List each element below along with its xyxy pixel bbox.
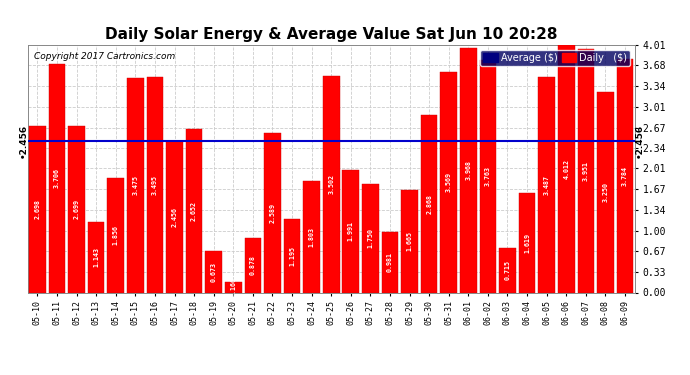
Text: 3.569: 3.569 [446, 172, 452, 192]
Bar [401, 190, 418, 292]
Text: 3.706: 3.706 [54, 168, 60, 188]
Bar [68, 126, 85, 292]
Bar [323, 76, 339, 292]
Bar [127, 78, 144, 292]
Text: 3.495: 3.495 [152, 175, 158, 195]
Bar [362, 184, 379, 292]
Text: •2.456: •2.456 [19, 124, 28, 158]
Bar [578, 49, 594, 292]
Bar [225, 282, 241, 292]
Bar [186, 129, 202, 292]
Text: 2.699: 2.699 [74, 199, 79, 219]
Bar [284, 219, 300, 292]
Bar [244, 238, 262, 292]
Bar [519, 193, 535, 292]
Text: 2.652: 2.652 [191, 201, 197, 220]
Text: 0.715: 0.715 [504, 260, 511, 280]
Text: 0.166: 0.166 [230, 278, 236, 297]
Bar [146, 77, 164, 292]
Text: 2.868: 2.868 [426, 194, 432, 214]
Bar [499, 248, 516, 292]
Text: 3.784: 3.784 [622, 166, 628, 186]
Bar [166, 141, 183, 292]
Bar [538, 77, 555, 292]
Text: 3.763: 3.763 [485, 166, 491, 186]
Bar [382, 232, 398, 292]
Text: 3.951: 3.951 [583, 160, 589, 181]
Text: 4.012: 4.012 [563, 159, 569, 179]
Text: 2.456: 2.456 [172, 207, 177, 227]
Text: 1.619: 1.619 [524, 232, 530, 252]
Text: 0.673: 0.673 [210, 262, 217, 282]
Text: 1.991: 1.991 [348, 221, 354, 241]
Text: Copyright 2017 Cartronics.com: Copyright 2017 Cartronics.com [34, 53, 175, 62]
Text: 1.665: 1.665 [406, 231, 413, 251]
Text: 0.878: 0.878 [250, 255, 256, 275]
Text: 3.475: 3.475 [132, 175, 138, 195]
Text: 2.589: 2.589 [269, 202, 275, 223]
Bar [460, 48, 477, 292]
Text: 1.750: 1.750 [367, 228, 373, 249]
Text: 1.856: 1.856 [112, 225, 119, 245]
Bar [480, 60, 496, 292]
Title: Daily Solar Energy & Average Value Sat Jun 10 20:28: Daily Solar Energy & Average Value Sat J… [105, 27, 558, 42]
Text: 3.968: 3.968 [465, 160, 471, 180]
Bar [29, 126, 46, 292]
Bar [88, 222, 104, 292]
Text: 1.195: 1.195 [289, 246, 295, 266]
Bar [304, 181, 320, 292]
Bar [342, 170, 359, 292]
Bar [617, 59, 633, 292]
Text: 2.698: 2.698 [34, 199, 41, 219]
Bar [108, 178, 124, 292]
Text: 3.487: 3.487 [544, 175, 550, 195]
Legend: Average ($), Daily   ($): Average ($), Daily ($) [480, 50, 630, 66]
Bar [558, 45, 575, 292]
Text: •2.456: •2.456 [635, 124, 644, 158]
Bar [597, 92, 613, 292]
Bar [421, 116, 437, 292]
Bar [264, 133, 281, 292]
Text: 1.143: 1.143 [93, 247, 99, 267]
Bar [440, 72, 457, 292]
Text: 0.981: 0.981 [387, 252, 393, 272]
Bar [49, 64, 66, 292]
Text: 3.502: 3.502 [328, 174, 334, 194]
Text: 3.250: 3.250 [602, 182, 609, 202]
Bar [206, 251, 222, 292]
Text: 1.803: 1.803 [308, 227, 315, 247]
